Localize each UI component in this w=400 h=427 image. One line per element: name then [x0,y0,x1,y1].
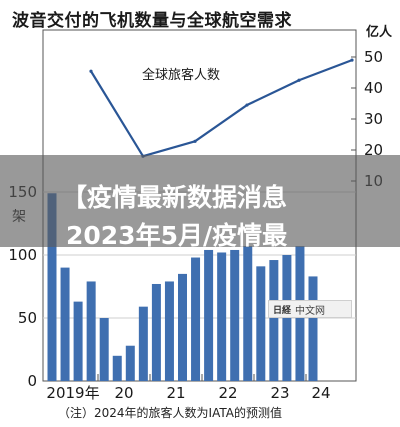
x-tick-label: 2019年 [46,384,99,402]
line-series: 全球旅客人数 [89,58,354,158]
bar [243,246,253,381]
x-axis: 2019年 20 21 22 23 24 [46,374,331,402]
bar [269,260,279,381]
line-point [245,103,249,107]
bar [191,257,201,381]
line-point [89,69,93,73]
bar [178,273,187,381]
left-tick-label: 50 [18,309,37,327]
watermark-logo: 日経 [273,305,292,316]
x-tick-label: 23 [270,384,289,402]
overlay-banner [0,155,400,247]
right-tick-label: 50 [364,48,383,66]
bar [204,249,214,381]
x-tick-label: 21 [166,384,185,402]
bar [60,267,70,381]
bar [151,283,161,381]
x-tick-label: 20 [114,384,133,402]
banner-line-2: 2023年5月/疫情最 [66,221,288,250]
right-tick-label: 30 [364,110,383,128]
bar [86,281,96,381]
watermark-text: 中文网 [295,305,326,317]
bar [217,252,227,381]
line-series-label: 全球旅客人数 [142,67,220,83]
bar [256,266,266,381]
right-axis-unit: 亿人 [366,24,393,40]
chart-title: 波音交付的飞机数量与全球航空需求 [12,11,292,31]
line-point [193,139,197,143]
right-tick-label: 40 [364,79,383,97]
banner-line-1: 【疫情最新数据消息 [62,183,288,212]
footnote: （注）2024年的旅客人数为IATA的预测值 [58,406,282,420]
bar [164,281,174,381]
left-tick-label: 100 [8,246,37,264]
left-tick-label: 0 [27,372,37,390]
x-tick-label: 22 [218,384,237,402]
bar [47,193,57,381]
bar [282,255,292,381]
bar [230,249,240,381]
bar [112,355,122,381]
right-tick-label: 20 [364,141,383,159]
x-tick-label: 24 [311,384,330,402]
watermark: 日経 中文网 [268,300,352,318]
bar [125,345,135,381]
bar [308,276,318,381]
bar [99,318,109,381]
line-path [90,59,353,158]
line-point [297,78,301,82]
bar [138,306,148,381]
line-point [350,58,354,62]
bar [73,301,83,381]
